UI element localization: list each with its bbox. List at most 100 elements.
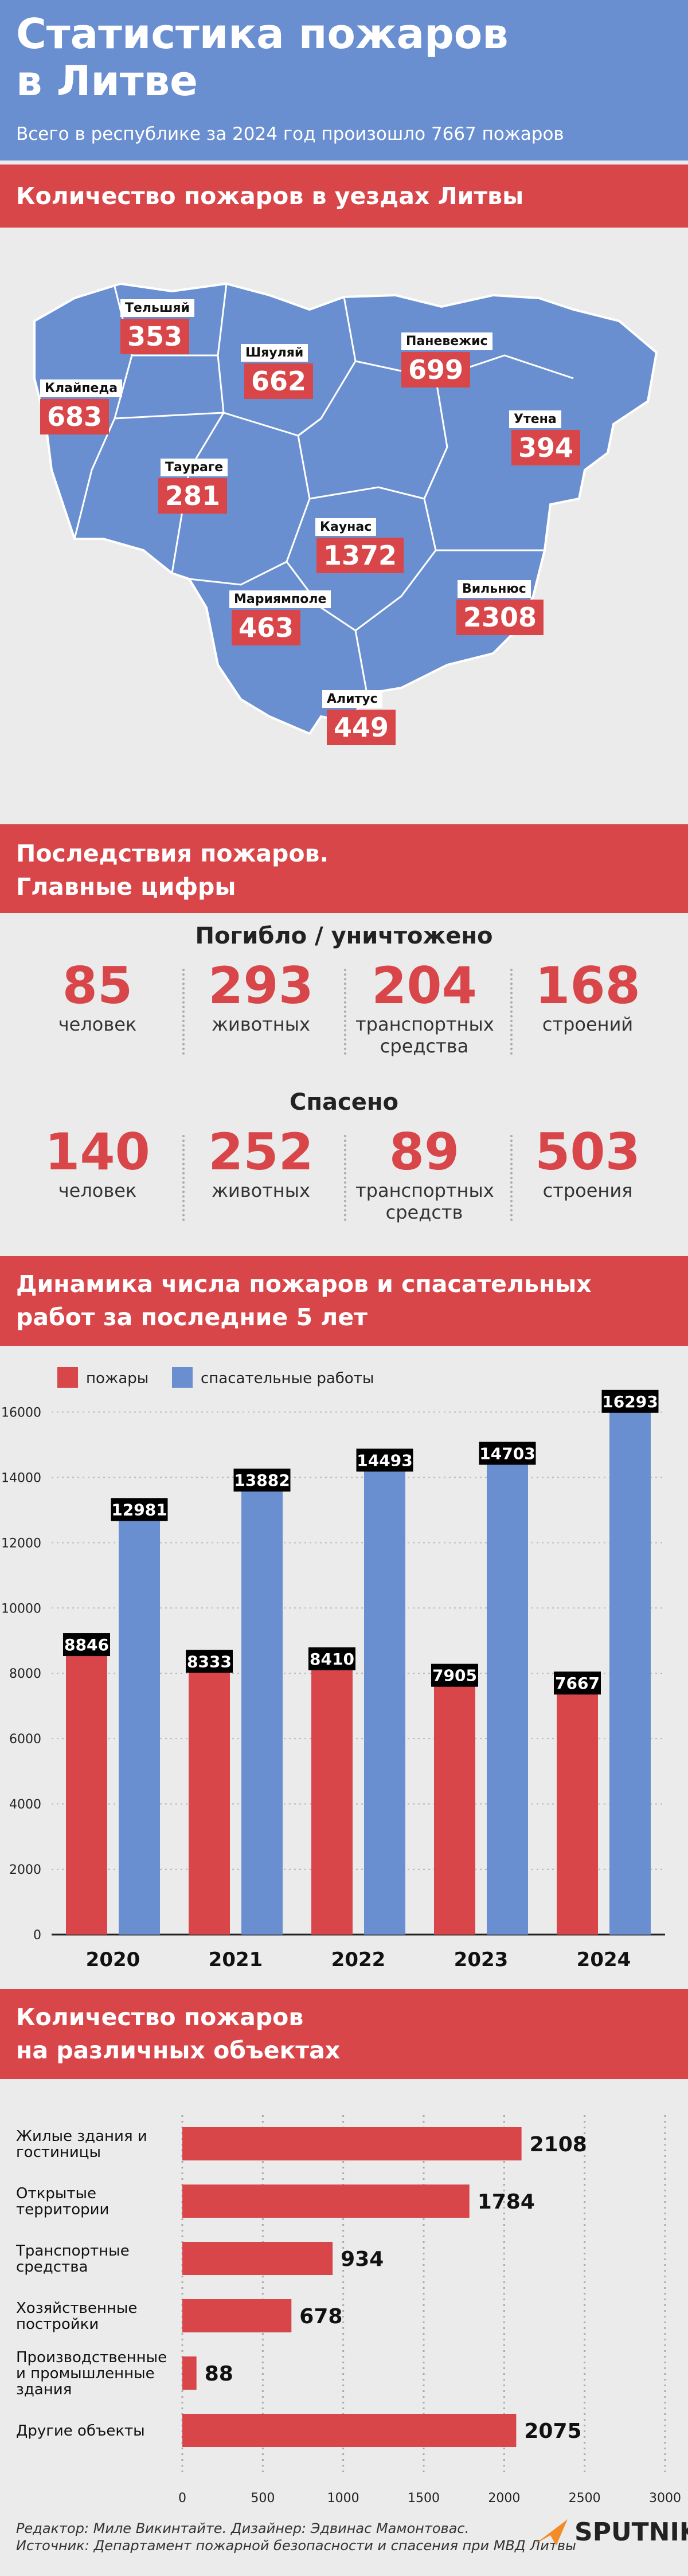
- county-value-marijampole: 463: [232, 610, 301, 645]
- divider: [344, 969, 346, 1055]
- stat-label: человек: [58, 1013, 137, 1035]
- data-label-bg: [431, 1663, 478, 1687]
- stat-saved-people: 140 человек: [20, 1125, 175, 1202]
- county-value-alytus: 449: [327, 710, 396, 745]
- category-label: Производственные и промышленные здания: [16, 2349, 167, 2398]
- title-line-2: в Литве: [16, 57, 198, 105]
- stat-value: 293: [208, 956, 314, 1015]
- stat-saved-buildings: 503 строения: [510, 1125, 665, 1202]
- bar: [311, 1659, 353, 1935]
- sputnik-logo[interactable]: SPUTNIK: [533, 2518, 688, 2547]
- county-label-utena: Утена: [509, 410, 561, 428]
- bar: [182, 2299, 292, 2332]
- stat-saved-vehicles: 89 транспортных средств: [347, 1122, 502, 1224]
- stat-lost-people: 85 человек: [20, 958, 175, 1036]
- x-tick-label: 2500: [569, 2491, 601, 2505]
- stat-lost-buildings: 168 строений: [510, 958, 665, 1036]
- stat-value: 89: [389, 1122, 460, 1181]
- x-tick-label: 2024: [577, 1948, 631, 1971]
- divider: [344, 1135, 346, 1221]
- stat-label: строения: [542, 1180, 633, 1201]
- data-label-bg: [111, 1498, 168, 1521]
- y-tick-label: 12000: [1, 1536, 41, 1551]
- x-tick-label: 1000: [327, 2491, 359, 2505]
- bar: [364, 1461, 405, 1935]
- x-tick-label: 2023: [454, 1948, 509, 1971]
- legend-label: пожары: [86, 1370, 148, 1387]
- stat-label: транспортных средства: [355, 1013, 494, 1057]
- legend-swatch: [57, 1367, 78, 1388]
- stat-lost-animals: 293 животных: [183, 956, 338, 1036]
- stat-label: животных: [212, 1180, 310, 1201]
- county-value-utena: 394: [511, 430, 581, 465]
- dynamics-bar-chart: пожары спасательные работы 0 2000 4000 6000 80…: [1, 1367, 665, 1971]
- stat-lost-vehicles: 204 транспортных средства: [347, 956, 502, 1058]
- consequences-title-line-2: Главные цифры: [16, 873, 236, 901]
- data-label: 7905: [432, 1666, 477, 1685]
- county-label-marijampole: Мариямполе: [229, 590, 331, 608]
- consequences-section-title: Последствия пожаров. Главные цифры: [0, 824, 688, 913]
- data-label: 934: [341, 2248, 384, 2271]
- page-subtitle: Всего в республике за 2024 год произошло…: [16, 124, 564, 144]
- stat-label: животных: [212, 1013, 310, 1035]
- dynamics-section-title: Динамика числа пожаров и спасательных ра…: [0, 1256, 688, 1346]
- county-label-siauliai: Шяуляй: [241, 344, 308, 362]
- data-label-bg: [356, 1448, 413, 1472]
- divider: [182, 1135, 185, 1221]
- lost-group-title: Погибло / уничтожено: [195, 923, 493, 949]
- page-title: Статистика пожаров в Литве: [16, 10, 509, 104]
- footer-line-2: Источник: Департамент пожарной безопасно…: [16, 2538, 576, 2554]
- county-borders: [73, 283, 574, 694]
- dynamics-title-line-1: Динамика числа пожаров и спасательных: [16, 1270, 592, 1298]
- data-label: 14493: [357, 1451, 412, 1470]
- data-label: 2075: [524, 2420, 581, 2443]
- bar: [609, 1402, 651, 1935]
- bar: [434, 1676, 475, 1935]
- county-label-kaunas: Каунас: [315, 518, 377, 536]
- data-label: 88: [205, 2362, 233, 2386]
- bar: [487, 1454, 528, 1935]
- bar: [182, 2414, 517, 2447]
- data-label: 16293: [602, 1392, 658, 1411]
- bar: [119, 1510, 160, 1935]
- divider: [510, 969, 513, 1055]
- objects-section-title: Количество пожаров на различных объектах: [0, 1989, 688, 2079]
- county-label-panevezys: Паневежис: [401, 332, 492, 350]
- data-label: 14703: [479, 1444, 535, 1463]
- data-label: 1784: [478, 2190, 535, 2214]
- data-label: 2108: [530, 2133, 587, 2156]
- stat-label: человек: [58, 1180, 137, 1201]
- stat-value: 252: [208, 1122, 314, 1181]
- county-value-siauliai: 662: [244, 363, 314, 399]
- data-label: 12981: [111, 1500, 167, 1519]
- y-tick-label: 0: [33, 1928, 41, 1943]
- county-label-klaipeda: Клайпеда: [40, 379, 123, 397]
- footer-line-1: Редактор: Миле Викинтайте. Дизайнер: Эдв…: [16, 2520, 470, 2536]
- brand-name: SPUTNIK: [574, 2518, 688, 2547]
- objects-title-line-1: Количество пожаров: [16, 2003, 304, 2031]
- stat-value: 204: [372, 956, 477, 1015]
- y-tick-label: 8000: [9, 1667, 41, 1681]
- lithuania-map: Тельшяй 353 Шяуляй 662 Паневежис 699 Кла…: [0, 229, 688, 820]
- county-value-vilnius: 2308: [456, 600, 544, 635]
- data-label: 8333: [187, 1652, 232, 1671]
- data-label: 8410: [310, 1650, 354, 1669]
- x-tick-label: 500: [251, 2491, 275, 2505]
- saved-group-title: Спасено: [290, 1089, 398, 1115]
- bar: [241, 1481, 283, 1935]
- category-label: Открытые территории: [16, 2185, 109, 2218]
- x-tick-label: 1500: [408, 2491, 440, 2505]
- bar: [182, 2356, 197, 2390]
- objects-title-line-2: на различных объектах: [16, 2037, 341, 2064]
- y-tick-label: 4000: [9, 1798, 41, 1812]
- title-line-1: Статистика пожаров: [16, 10, 509, 58]
- data-label-bg: [63, 1633, 110, 1657]
- county-label-taurage: Таураге: [161, 459, 228, 476]
- stat-label: строений: [542, 1013, 634, 1035]
- y-tick-label: 14000: [1, 1471, 41, 1485]
- legend-swatch: [172, 1367, 193, 1388]
- county-label-telsiai: Тельшяй: [120, 299, 194, 317]
- data-label-bg: [479, 1442, 536, 1465]
- y-tick-label: 2000: [9, 1863, 41, 1877]
- data-label-bg: [601, 1389, 659, 1413]
